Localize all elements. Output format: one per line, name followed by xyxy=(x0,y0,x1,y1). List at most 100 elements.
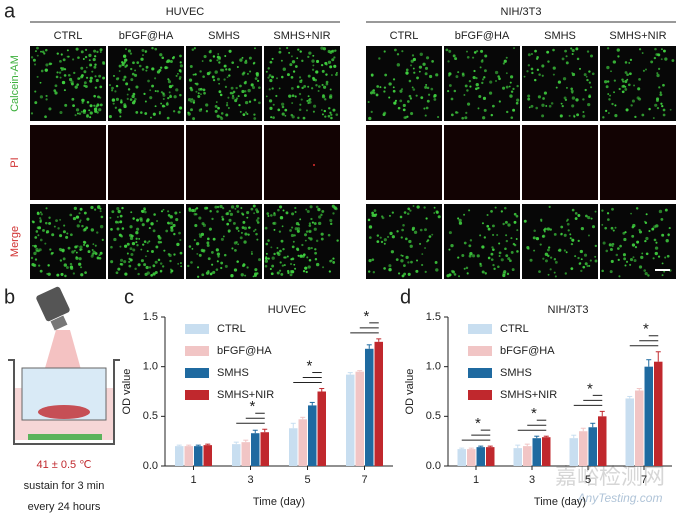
cell xyxy=(131,94,135,99)
cell xyxy=(178,231,181,235)
y-tick-label: 0.5 xyxy=(426,410,441,422)
cell xyxy=(99,96,102,99)
cell xyxy=(280,239,284,243)
cell xyxy=(299,50,302,53)
cell xyxy=(72,58,75,61)
cell xyxy=(214,109,218,113)
cell xyxy=(59,259,63,262)
cell xyxy=(424,247,426,249)
cell xyxy=(448,49,452,53)
bar xyxy=(232,444,241,466)
cell xyxy=(212,270,216,274)
cell xyxy=(585,214,588,218)
cell xyxy=(289,273,293,277)
cell xyxy=(563,96,567,100)
cell xyxy=(554,275,557,278)
cell xyxy=(32,220,35,224)
cell xyxy=(235,97,239,100)
cell xyxy=(402,103,406,108)
cell xyxy=(256,221,260,224)
cell xyxy=(171,56,175,60)
cell xyxy=(119,245,122,248)
cell xyxy=(622,253,626,257)
cell xyxy=(87,250,91,254)
cell xyxy=(306,256,309,259)
cell xyxy=(166,116,170,120)
cell xyxy=(481,78,485,81)
cell xyxy=(659,91,662,94)
group-label: HUVEC xyxy=(166,6,205,18)
cell xyxy=(304,233,308,237)
bar xyxy=(298,419,307,466)
cell xyxy=(547,254,550,258)
bar xyxy=(569,438,578,466)
cell xyxy=(141,49,145,52)
cell xyxy=(471,254,476,258)
cell xyxy=(576,57,580,61)
cell xyxy=(591,225,596,229)
cell xyxy=(264,259,269,263)
cell xyxy=(82,240,86,244)
column-label: bFGF@HA xyxy=(119,30,174,42)
cell xyxy=(189,65,193,68)
cell xyxy=(494,206,497,209)
cell xyxy=(244,232,248,236)
cell xyxy=(231,96,235,100)
cell xyxy=(331,58,335,62)
cell xyxy=(395,258,399,262)
cell xyxy=(530,67,534,71)
cell xyxy=(516,250,519,253)
cell xyxy=(83,81,87,85)
micrograph xyxy=(264,204,340,279)
cell xyxy=(220,261,224,265)
cell xyxy=(207,237,210,241)
cell xyxy=(304,239,307,242)
cell xyxy=(223,64,227,68)
cell xyxy=(538,73,541,76)
cell xyxy=(576,113,580,117)
cell xyxy=(136,218,139,222)
cell xyxy=(289,63,293,67)
cell xyxy=(199,70,202,73)
cell xyxy=(419,52,423,56)
micrograph xyxy=(366,125,442,200)
cell xyxy=(454,57,458,61)
cell xyxy=(629,58,633,62)
cell xyxy=(129,52,133,55)
cell xyxy=(489,80,493,84)
cell xyxy=(291,245,295,249)
cell xyxy=(197,94,201,98)
cell xyxy=(212,237,216,241)
cell xyxy=(154,47,158,51)
cell xyxy=(94,252,98,255)
bar xyxy=(598,416,607,466)
cell xyxy=(155,245,159,249)
row-label: Calcein-AM xyxy=(9,55,21,112)
cell xyxy=(506,110,509,114)
cell xyxy=(294,65,298,68)
cell xyxy=(509,94,513,98)
cell xyxy=(45,98,48,101)
cell xyxy=(515,238,518,240)
cell xyxy=(53,225,56,228)
cell xyxy=(463,213,466,216)
y-axis-label: OD value xyxy=(404,369,416,415)
cell xyxy=(408,79,412,83)
micrograph xyxy=(264,46,340,121)
cell xyxy=(624,264,627,267)
cell xyxy=(226,222,230,226)
cell xyxy=(216,205,220,209)
cell xyxy=(433,212,436,214)
cell xyxy=(554,260,558,264)
cell xyxy=(290,113,294,117)
cell xyxy=(318,215,322,219)
cell xyxy=(214,205,218,209)
cell xyxy=(207,269,210,273)
cell xyxy=(638,265,643,269)
cell xyxy=(141,209,145,214)
cell xyxy=(493,267,496,271)
cell xyxy=(175,88,179,92)
cell xyxy=(334,49,337,52)
cell xyxy=(498,255,501,258)
cell xyxy=(632,256,635,259)
